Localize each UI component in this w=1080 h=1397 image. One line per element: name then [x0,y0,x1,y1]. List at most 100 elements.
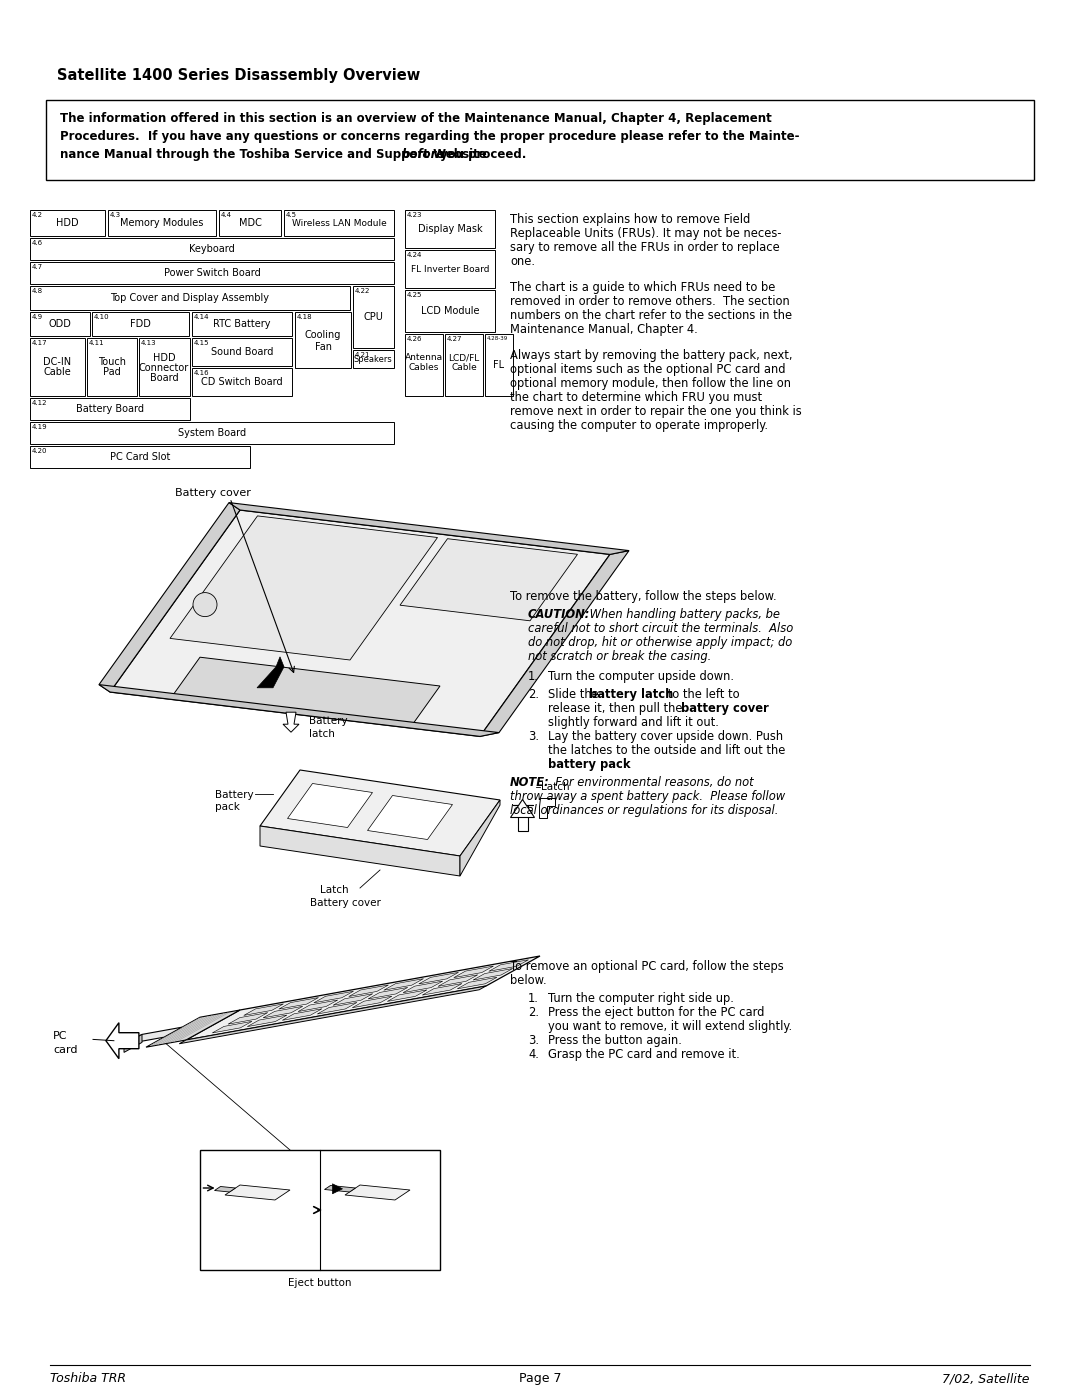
Polygon shape [489,960,528,971]
Bar [200,1150,440,1270]
Text: 4.5: 4.5 [286,212,297,218]
Text: below.: below. [510,974,546,988]
Text: Speakers: Speakers [353,355,392,363]
Text: Battery cover: Battery cover [310,898,381,908]
Text: 4.22: 4.22 [355,288,370,293]
Polygon shape [333,993,373,1006]
Text: Maintenance Manual, Chapter 4.: Maintenance Manual, Chapter 4. [510,323,698,337]
Text: System Board: System Board [178,427,246,439]
Text: the chart to determine which FRU you must: the chart to determine which FRU you mus… [510,391,762,404]
Text: CAUTION:: CAUTION: [528,608,591,622]
Text: Cables: Cables [409,363,440,373]
Text: PC: PC [53,1031,67,1041]
Bar [108,210,216,236]
Text: 4.7: 4.7 [32,264,43,270]
Text: Cable: Cable [43,367,71,377]
Polygon shape [124,1027,183,1045]
Polygon shape [146,1010,240,1048]
Circle shape [193,592,217,616]
Text: Always start by removing the battery pack, next,: Always start by removing the battery pac… [510,349,793,362]
Text: nance Manual through the Toshiba Service and Support Website: nance Manual through the Toshiba Service… [60,148,491,161]
Text: FL: FL [494,360,504,370]
Bar [30,398,190,420]
Text: Press the button again.: Press the button again. [548,1034,681,1046]
Text: Latch: Latch [320,886,349,895]
Text: RTC Battery: RTC Battery [213,319,271,330]
Text: 4.10: 4.10 [94,314,110,320]
Text: latch: latch [309,729,335,739]
Text: ODD: ODD [49,319,71,330]
Polygon shape [260,826,460,876]
Polygon shape [457,978,497,989]
Bar [46,101,1034,180]
Text: Sound Board: Sound Board [211,346,273,358]
Text: 4.13: 4.13 [141,339,157,346]
Text: Latch: Latch [541,782,569,792]
Polygon shape [213,1021,252,1032]
Text: Press the eject button for the PC card: Press the eject button for the PC card [548,1006,765,1018]
Text: 4.18: 4.18 [297,314,312,320]
Text: 4.3: 4.3 [110,212,121,218]
Text: careful not to short circuit the terminals.  Also: careful not to short circuit the termina… [528,622,793,636]
Text: 7/02, Satellite: 7/02, Satellite [943,1372,1030,1384]
Polygon shape [419,972,459,983]
Text: 4.12: 4.12 [32,400,48,407]
Bar [445,334,483,395]
Polygon shape [454,967,494,978]
Bar [30,422,394,444]
Text: MDC: MDC [239,218,261,228]
Text: 4.6: 4.6 [32,240,43,246]
Text: 4.21: 4.21 [355,352,370,358]
Polygon shape [99,685,499,736]
Polygon shape [388,990,427,1002]
Text: pack: pack [215,802,240,813]
Bar [219,210,281,236]
Text: 4.11: 4.11 [89,339,105,346]
Text: The chart is a guide to which FRUs need to be: The chart is a guide to which FRUs need … [510,281,775,293]
Text: optional items such as the optional PC card and: optional items such as the optional PC c… [510,363,785,376]
Polygon shape [179,986,486,1044]
Text: DC-IN: DC-IN [43,358,71,367]
Bar [139,338,190,395]
Polygon shape [438,975,477,986]
Text: Wireless LAN Module: Wireless LAN Module [292,218,387,228]
Bar [353,286,394,348]
Text: CD Switch Board: CD Switch Board [201,377,283,387]
Polygon shape [513,805,532,831]
Polygon shape [260,770,500,856]
Bar [405,250,495,288]
Text: Connector: Connector [139,363,189,373]
Text: 4.14: 4.14 [194,314,210,320]
Text: 4.15: 4.15 [194,339,210,346]
Text: Turn the computer upside down.: Turn the computer upside down. [548,671,734,683]
Bar [30,446,249,468]
Text: Fan: Fan [314,342,332,352]
Text: Cable: Cable [451,363,477,373]
Text: 4.16: 4.16 [194,370,210,376]
Bar [405,291,495,332]
Polygon shape [400,539,578,620]
Text: battery pack: battery pack [548,759,631,771]
Polygon shape [282,1009,322,1020]
Polygon shape [279,997,319,1009]
Text: you want to remove, it will extend slightly.: you want to remove, it will extend sligh… [548,1020,792,1032]
Text: FL Inverter Board: FL Inverter Board [410,264,489,274]
Text: optional memory module, then follow the line on: optional memory module, then follow the … [510,377,791,390]
Text: remove next in order to repair the one you think is: remove next in order to repair the one y… [510,405,801,418]
Text: Memory Modules: Memory Modules [120,218,204,228]
Text: Pad: Pad [103,367,121,377]
Text: battery latch: battery latch [589,687,673,701]
Text: Antenna: Antenna [405,353,443,362]
Polygon shape [106,1023,139,1059]
Text: LCD Module: LCD Module [421,306,480,316]
Polygon shape [324,1186,355,1192]
Text: Board: Board [150,373,178,383]
Text: 4.24: 4.24 [407,251,422,258]
Polygon shape [264,1006,302,1018]
Text: 4.2: 4.2 [32,212,43,218]
Text: Battery: Battery [309,717,348,726]
Polygon shape [383,979,423,990]
Text: not scratch or break the casing.: not scratch or break the casing. [528,650,712,664]
Polygon shape [368,988,408,999]
Text: Power Switch Board: Power Switch Board [164,268,260,278]
